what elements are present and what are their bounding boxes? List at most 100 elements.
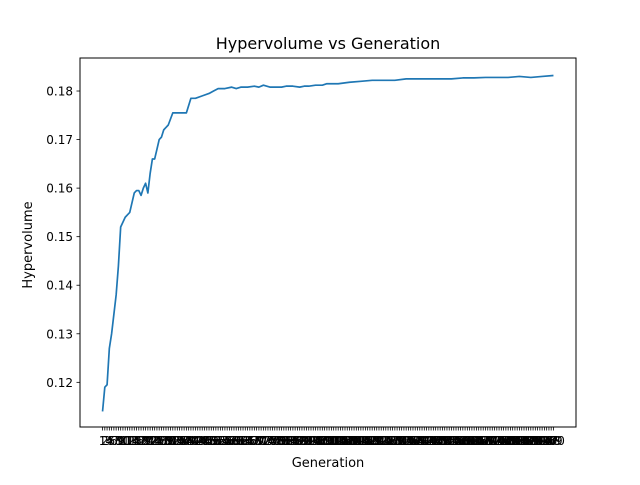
x-tick-label: 132 [388,434,411,448]
x-tick-label: 158 [447,434,470,448]
x-tick-label: 120 [361,434,384,448]
x-tick-label: 198 [537,434,560,448]
x-tick-label: 135 [395,434,418,448]
x-tick-label: 148 [424,434,447,448]
y-tick-label: 0.13 [46,327,73,341]
x-tick-label: 31 [163,434,178,448]
x-tick-label: 156 [442,434,465,448]
x-tick-label: 200 [542,434,565,448]
x-tick-label: 74 [260,434,275,448]
x-tick-label: 24 [147,434,162,448]
x-tick-label: 67 [244,434,259,448]
x-tick-label: 97 [312,434,327,448]
chart-title: Hypervolume vs Generation [216,34,441,53]
x-tick-label: 94 [306,434,321,448]
x-tick-label: 47 [199,434,214,448]
x-tick-label: 117 [354,434,377,448]
x-tick-label: 147 [422,434,445,448]
x-tick-label: 17 [131,434,146,448]
x-tick-label: 75 [263,434,278,448]
x-tick-label: 128 [379,434,402,448]
x-tick-label: 149 [426,434,449,448]
x-tick-label: 90 [297,434,312,448]
x-tick-label: 150 [429,434,452,448]
x-tick-label: 98 [315,434,330,448]
x-tick-label: 176 [488,434,511,448]
x-tick-label: 194 [528,434,551,448]
x-tick-label: 105 [327,434,350,448]
x-tick-label: 14 [124,434,139,448]
x-tick-label: 113 [345,434,368,448]
y-tick-label: 0.14 [46,279,73,293]
x-tick-label: 15 [127,434,142,448]
x-tick-label: 80 [274,434,289,448]
x-tick-label: 130 [383,434,406,448]
x-tick-label: 73 [258,434,273,448]
x-tick-label: 140 [406,434,429,448]
x-tick-label: 101 [318,434,341,448]
x-tick-label: 48 [201,434,216,448]
x-tick-label: 34 [170,434,185,448]
x-tick-label: 8 [115,434,123,448]
x-tick-label: 86 [288,434,303,448]
x-tick-label: 71 [254,434,269,448]
x-tick-label: 153 [436,434,459,448]
x-tick-label: 157 [445,434,468,448]
x-tick-label: 35 [172,434,187,448]
x-tick-label: 129 [381,434,404,448]
y-tick-label: 0.17 [46,133,73,147]
x-tick-label: 39 [181,434,196,448]
x-tick-label: 19 [136,434,151,448]
x-tick-label: 104 [324,434,347,448]
x-tick-label: 49 [204,434,219,448]
x-tick-label: 119 [358,434,381,448]
x-tick-label: 141 [408,434,431,448]
x-tick-label: 109 [336,434,359,448]
x-tick-label: 112 [343,434,366,448]
plot-area-frame [79,57,577,428]
x-tick-label: 68 [247,434,262,448]
x-tick-label: 161 [454,434,477,448]
x-tick-label: 72 [256,434,271,448]
x-tick-label: 136 [397,434,420,448]
x-tick-label: 171 [476,434,499,448]
x-tick-label: 44 [192,434,207,448]
x-tick-label: 61 [231,434,246,448]
x-tick-label: 165 [463,434,486,448]
x-tick-label: 60 [229,434,244,448]
x-tick-label: 154 [438,434,461,448]
x-tick-label: 89 [294,434,309,448]
x-tick-label: 54 [215,434,230,448]
x-tick-label: 30 [161,434,176,448]
x-tick-label: 123 [368,434,391,448]
x-tick-label: 32 [165,434,180,448]
x-tick-label: 110 [338,434,361,448]
x-tick-label: 64 [238,434,253,448]
x-tick-label: 122 [365,434,388,448]
x-tick-label: 87 [290,434,305,448]
x-tick-label: 55 [217,434,232,448]
x-tick-label: 99 [317,434,332,448]
x-tick-label: 36 [174,434,189,448]
x-tick-label: 163 [458,434,481,448]
x-tick-label: 160 [451,434,474,448]
x-tick-label: 79 [272,434,287,448]
x-tick-label: 85 [285,434,300,448]
x-tick-label: 53 [213,434,228,448]
x-tick-label: 118 [356,434,379,448]
x-tick-label: 188 [515,434,538,448]
x-tick-label: 95 [308,434,323,448]
x-tick-label: 190 [519,434,542,448]
y-axis-label: Hypervolume [21,201,36,288]
x-tick-label: 7 [112,434,120,448]
x-tick-label: 91 [299,434,314,448]
x-tick-label: 191 [522,434,545,448]
x-tick-label: 88 [292,434,307,448]
x-tick-label: 164 [460,434,483,448]
x-tick-label: 25 [149,434,164,448]
x-tick-label: 115 [349,434,372,448]
x-tick-label: 65 [240,434,255,448]
x-tick-label: 106 [329,434,352,448]
x-tick-label: 58 [224,434,239,448]
